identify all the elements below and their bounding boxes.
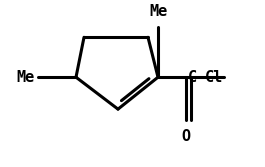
Text: O: O	[182, 129, 191, 144]
Text: Me: Me	[149, 4, 167, 19]
Text: C: C	[188, 70, 197, 85]
Text: Me: Me	[17, 70, 35, 85]
Text: Cl: Cl	[205, 70, 223, 85]
